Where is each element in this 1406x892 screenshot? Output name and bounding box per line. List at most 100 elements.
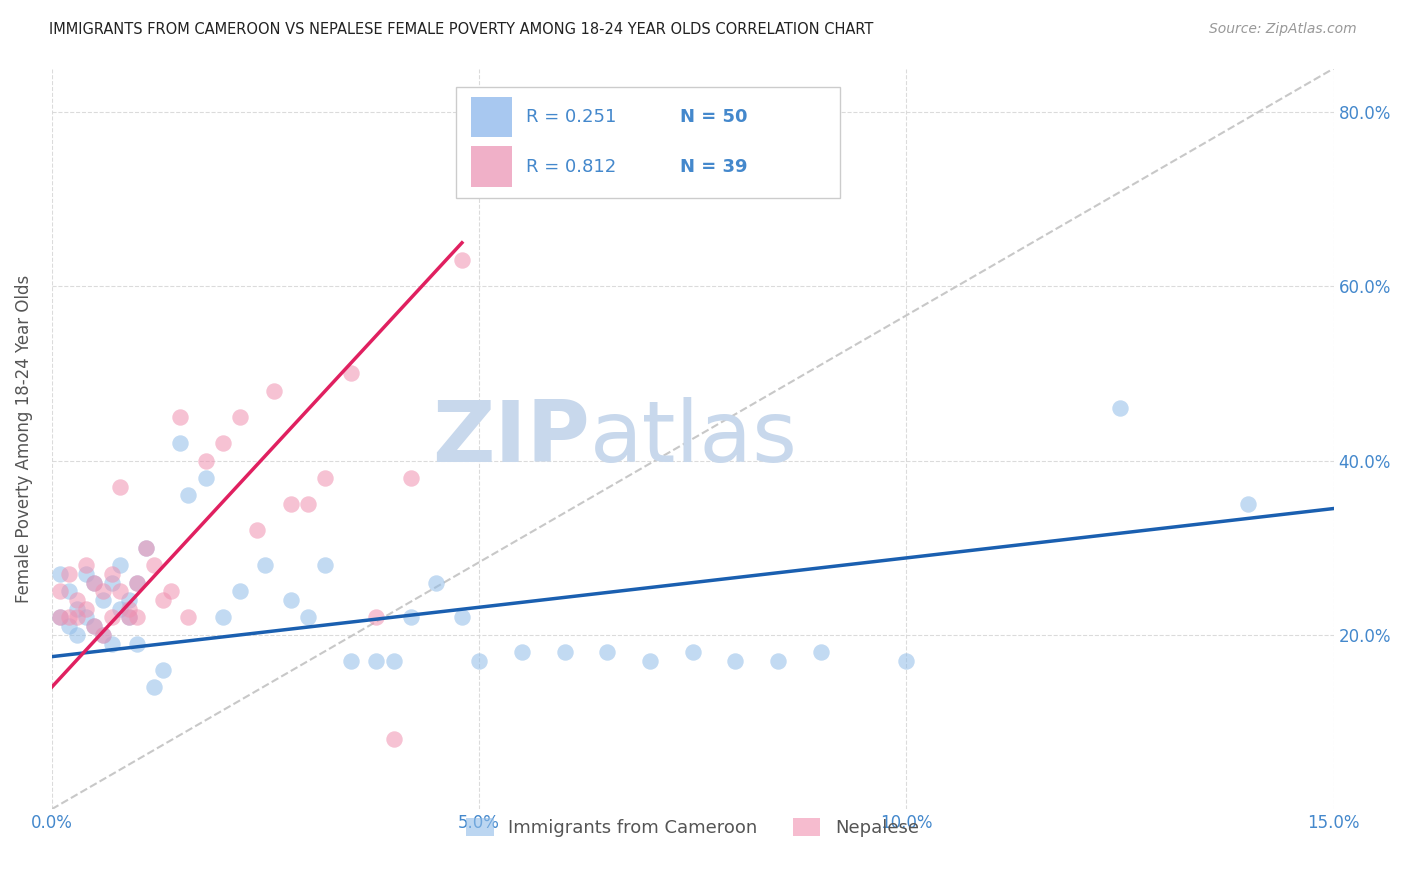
Point <box>382 732 405 747</box>
Point <box>100 575 122 590</box>
Point <box>100 566 122 581</box>
Text: N = 39: N = 39 <box>681 158 748 176</box>
Point <box>83 619 105 633</box>
Point <box>108 584 131 599</box>
Point <box>297 610 319 624</box>
Point <box>108 480 131 494</box>
Text: atlas: atlas <box>591 397 799 480</box>
Point <box>58 584 80 599</box>
Point <box>143 558 166 573</box>
Point <box>91 584 114 599</box>
Point <box>66 593 89 607</box>
Point <box>638 654 661 668</box>
Point <box>1109 401 1132 416</box>
Point <box>127 610 149 624</box>
Point <box>246 524 269 538</box>
Legend: Immigrants from Cameroon, Nepalese: Immigrants from Cameroon, Nepalese <box>460 811 927 845</box>
Point <box>83 575 105 590</box>
Point <box>254 558 277 573</box>
Text: ZIP: ZIP <box>433 397 591 480</box>
Point <box>194 471 217 485</box>
Point <box>766 654 789 668</box>
Point <box>314 558 336 573</box>
Point <box>510 645 533 659</box>
FancyBboxPatch shape <box>471 146 512 187</box>
Point <box>118 593 141 607</box>
FancyBboxPatch shape <box>471 96 512 137</box>
Point <box>75 601 97 615</box>
Point <box>118 610 141 624</box>
Point <box>49 584 72 599</box>
Point <box>451 610 474 624</box>
Point <box>66 601 89 615</box>
Point <box>366 610 388 624</box>
Point <box>896 654 918 668</box>
Point <box>810 645 832 659</box>
Point <box>91 628 114 642</box>
Point <box>127 637 149 651</box>
Point <box>340 367 363 381</box>
Point <box>211 610 233 624</box>
Text: N = 50: N = 50 <box>681 108 748 126</box>
Point <box>399 610 422 624</box>
Point <box>280 593 302 607</box>
Point <box>366 654 388 668</box>
Point <box>135 541 157 555</box>
Point <box>91 628 114 642</box>
Point <box>682 645 704 659</box>
Text: Source: ZipAtlas.com: Source: ZipAtlas.com <box>1209 22 1357 37</box>
Point <box>1237 497 1260 511</box>
Text: IMMIGRANTS FROM CAMEROON VS NEPALESE FEMALE POVERTY AMONG 18-24 YEAR OLDS CORREL: IMMIGRANTS FROM CAMEROON VS NEPALESE FEM… <box>49 22 873 37</box>
FancyBboxPatch shape <box>456 87 841 198</box>
Point <box>468 654 491 668</box>
Point <box>49 610 72 624</box>
Point <box>399 471 422 485</box>
Point <box>169 410 191 425</box>
Point <box>49 610 72 624</box>
Point <box>91 593 114 607</box>
Text: R = 0.812: R = 0.812 <box>526 158 616 176</box>
Point <box>58 566 80 581</box>
Point <box>75 558 97 573</box>
Point <box>118 610 141 624</box>
Point <box>177 488 200 502</box>
Point <box>83 619 105 633</box>
Point <box>382 654 405 668</box>
Point <box>177 610 200 624</box>
Point <box>596 645 619 659</box>
Point <box>83 575 105 590</box>
Point <box>314 471 336 485</box>
Point <box>118 601 141 615</box>
Point <box>108 601 131 615</box>
Point <box>58 610 80 624</box>
Point <box>108 558 131 573</box>
Point <box>229 584 252 599</box>
Point <box>451 253 474 268</box>
Point <box>263 384 285 398</box>
Point <box>75 610 97 624</box>
Point <box>280 497 302 511</box>
Point <box>724 654 747 668</box>
Point <box>194 453 217 467</box>
Point <box>152 663 174 677</box>
Point <box>211 436 233 450</box>
Point <box>143 680 166 694</box>
Point <box>425 575 447 590</box>
Point <box>127 575 149 590</box>
Point <box>100 637 122 651</box>
Point <box>553 645 575 659</box>
Point <box>66 610 89 624</box>
Point <box>100 610 122 624</box>
Point <box>127 575 149 590</box>
Point <box>58 619 80 633</box>
Point <box>160 584 183 599</box>
Text: R = 0.251: R = 0.251 <box>526 108 616 126</box>
Point <box>135 541 157 555</box>
Y-axis label: Female Poverty Among 18-24 Year Olds: Female Poverty Among 18-24 Year Olds <box>15 275 32 603</box>
Point <box>297 497 319 511</box>
Point <box>169 436 191 450</box>
Point <box>340 654 363 668</box>
Point <box>66 628 89 642</box>
Point <box>75 566 97 581</box>
Point <box>152 593 174 607</box>
